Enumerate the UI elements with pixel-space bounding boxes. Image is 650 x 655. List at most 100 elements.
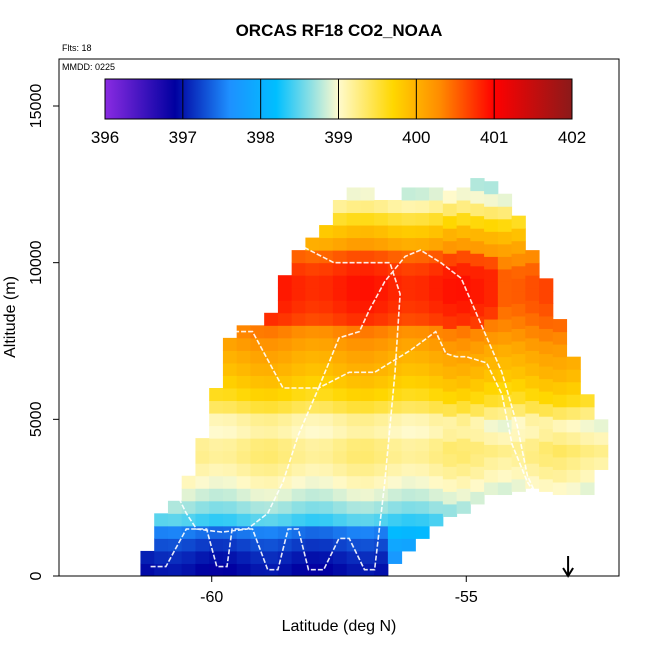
heatmap-cell (291, 438, 306, 452)
heatmap-cell (154, 550, 169, 564)
heatmap-cell (250, 400, 265, 414)
heatmap-cell (566, 356, 581, 370)
heatmap-cell (580, 469, 595, 483)
heatmap-cell (470, 441, 485, 455)
heatmap-cell (332, 463, 348, 477)
heatmap-cell (525, 450, 540, 464)
heatmap-cell (332, 275, 348, 289)
heatmap-cell (236, 538, 251, 552)
heatmap-cell (319, 388, 334, 402)
heatmap-cell (222, 550, 238, 564)
heatmap-cell (525, 337, 540, 351)
heatmap-cell (195, 450, 210, 464)
heatmap-cell (401, 275, 416, 289)
heatmap-cell (566, 482, 581, 496)
heatmap-cell (387, 538, 403, 552)
heatmap-cell (291, 375, 306, 389)
heatmap-cell (236, 350, 251, 364)
heatmap-cell (222, 350, 238, 364)
heatmap-cell (305, 488, 320, 502)
heatmap-cell (429, 513, 444, 527)
heatmap-cell (497, 444, 513, 458)
heatmap-cell (552, 469, 568, 483)
heatmap-cell (277, 500, 293, 514)
heatmap-cell (484, 218, 499, 232)
heatmap-cell (497, 243, 513, 257)
heatmap-cell (154, 538, 169, 552)
heatmap-cell (277, 563, 293, 576)
heatmap-cell (250, 413, 265, 427)
heatmap-cell (346, 275, 361, 289)
heatmap-cell (442, 278, 458, 292)
colorbar-tick-label: 397 (169, 128, 197, 147)
heatmap-cell (470, 466, 485, 480)
y-tick-label: 5000 (28, 401, 45, 437)
heatmap-cell (470, 491, 485, 505)
heatmap-cell (209, 438, 224, 452)
heatmap-cell (360, 362, 375, 376)
heatmap-cell (305, 550, 320, 564)
heatmap-cell (277, 375, 293, 389)
heatmap-cell (264, 475, 279, 489)
heatmap-cell (250, 362, 265, 376)
heatmap-cell (484, 206, 499, 220)
heatmap-cell (236, 375, 251, 389)
heatmap-cell (264, 350, 279, 364)
heatmap-cell (332, 438, 348, 452)
heatmap-cell (291, 500, 306, 514)
heatmap-cell (374, 425, 389, 439)
heatmap-cell (374, 212, 389, 226)
heatmap-cell (374, 513, 389, 527)
heatmap-cell (305, 350, 320, 364)
heatmap-cell (387, 400, 403, 414)
heatmap-cell (442, 290, 458, 304)
heatmap-cell (305, 375, 320, 389)
heatmap-cell (429, 187, 444, 201)
heatmap-cell (429, 488, 444, 502)
heatmap-cell (305, 362, 320, 376)
heatmap-cell (374, 413, 389, 427)
heatmap-cell (429, 212, 444, 226)
heatmap-cell (346, 388, 361, 402)
heatmap-cell (429, 237, 444, 251)
heatmap-cell (181, 563, 196, 576)
heatmap-cell (250, 438, 265, 452)
heatmap-cell (374, 400, 389, 414)
heatmap-cell (511, 303, 526, 317)
heatmap-cell (484, 193, 499, 207)
heatmap-cell (429, 287, 444, 301)
heatmap-cell (566, 431, 581, 445)
heatmap-cell (264, 463, 279, 477)
heatmap-cell (415, 325, 430, 339)
heatmap-cell (264, 375, 279, 389)
heatmap-cell (497, 306, 513, 320)
heatmap-cell (374, 337, 389, 351)
heatmap-cell (401, 388, 416, 402)
heatmap-cell (580, 394, 595, 408)
heatmap-cell (332, 200, 348, 214)
heatmap-cell (442, 240, 458, 254)
heatmap-cell (539, 341, 554, 355)
heatmap-cell (374, 475, 389, 489)
heatmap-cell (387, 450, 403, 464)
heatmap-cell (429, 475, 444, 489)
heatmap-cell (484, 281, 499, 295)
heatmap-cell (429, 450, 444, 464)
heatmap-cell (319, 337, 334, 351)
heatmap-cell (387, 475, 403, 489)
heatmap-cell (360, 337, 375, 351)
heatmap-cell (264, 400, 279, 414)
heatmap-cell (209, 463, 224, 477)
heatmap-cell (415, 463, 430, 477)
heatmap-cell (442, 366, 458, 380)
x-tick-label: -60 (200, 589, 223, 606)
heatmap-cell (332, 325, 348, 339)
heatmap-cell (387, 463, 403, 477)
heatmap-cell (195, 513, 210, 527)
heatmap-cell (360, 513, 375, 527)
heatmap-cell (360, 287, 375, 301)
heatmap-cell (401, 488, 416, 502)
heatmap-cell (387, 550, 403, 564)
heatmap-cell (566, 394, 581, 408)
heatmap-cell (401, 312, 416, 326)
